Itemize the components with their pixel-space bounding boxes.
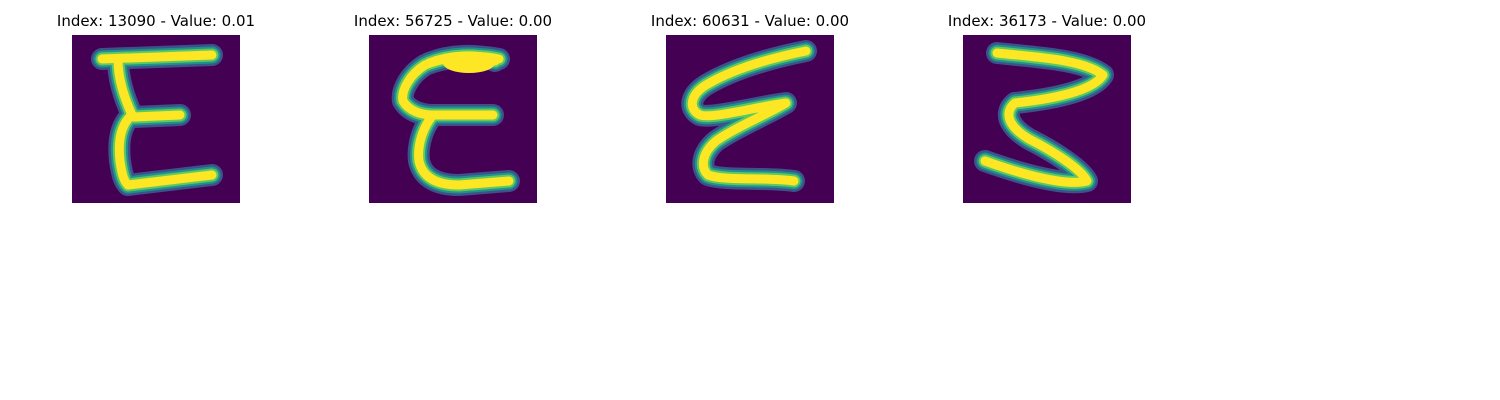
image-panel: Index: 36173 - Value: 0.00 [917, 0, 1177, 210]
image-panel: Index: 13090 - Value: 0.01 [26, 0, 286, 210]
handwritten-character-image [369, 35, 537, 203]
glyph-strokes [391, 44, 520, 196]
panel-title: Index: 56725 - Value: 0.00 [353, 12, 553, 30]
panel-title: Index: 36173 - Value: 0.00 [947, 12, 1147, 30]
image-panel: Index: 56725 - Value: 0.00 [323, 0, 583, 210]
glyph-strokes [91, 44, 223, 196]
glyph-top-blob [443, 53, 495, 73]
image-panel: Index: 60631 - Value: 0.00 [620, 0, 880, 210]
glyph-strokes [681, 40, 817, 192]
handwritten-character-image [72, 35, 240, 203]
handwritten-character-image [963, 35, 1131, 203]
panel-title: Index: 13090 - Value: 0.01 [56, 12, 256, 30]
handwritten-character-image [666, 35, 834, 203]
glyph-strokes [974, 42, 1114, 194]
panel-title: Index: 60631 - Value: 0.00 [650, 12, 850, 30]
